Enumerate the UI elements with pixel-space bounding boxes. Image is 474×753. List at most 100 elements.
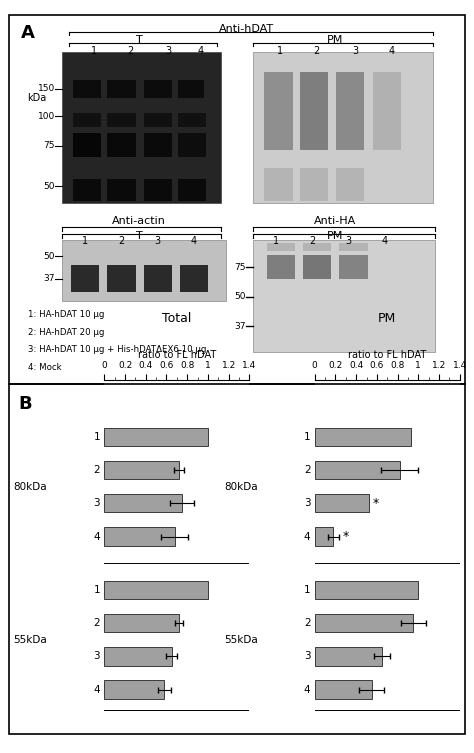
- X-axis label: ratio to FL hDAT: ratio to FL hDAT: [138, 350, 216, 360]
- Text: 4: 4: [382, 236, 388, 246]
- Text: 80kDa: 80kDa: [224, 482, 258, 492]
- Text: 3: 3: [304, 651, 310, 661]
- Bar: [73, 133, 101, 157]
- Text: Anti-actin: Anti-actin: [112, 216, 166, 226]
- Text: kDa: kDa: [27, 93, 46, 103]
- Bar: [104, 681, 164, 699]
- Text: 3: 3: [166, 47, 172, 56]
- Bar: [315, 581, 419, 599]
- Text: 4: 4: [191, 236, 197, 246]
- Text: 75: 75: [44, 142, 55, 151]
- Bar: [62, 239, 226, 300]
- Bar: [180, 264, 209, 292]
- Text: 4: 4: [93, 532, 100, 541]
- Text: 1: 1: [93, 431, 100, 442]
- Text: 37: 37: [44, 274, 55, 283]
- Bar: [339, 255, 368, 279]
- Bar: [104, 614, 179, 633]
- Text: 4: 4: [304, 684, 310, 694]
- Text: 37: 37: [235, 322, 246, 331]
- Text: *: *: [343, 530, 349, 543]
- Bar: [264, 168, 292, 201]
- Text: 75: 75: [235, 263, 246, 272]
- Bar: [104, 648, 172, 666]
- Bar: [336, 72, 365, 150]
- Bar: [144, 80, 172, 98]
- Text: Anti-hDAT: Anti-hDAT: [219, 24, 273, 35]
- Bar: [62, 52, 221, 203]
- Bar: [336, 168, 365, 201]
- Text: 1: HA-hDAT 10 μg: 1: HA-hDAT 10 μg: [27, 309, 104, 319]
- Bar: [107, 113, 136, 127]
- Bar: [253, 239, 435, 352]
- Bar: [178, 113, 206, 127]
- Text: 4: 4: [93, 684, 100, 694]
- Text: 100: 100: [38, 112, 55, 121]
- Text: 2: 2: [304, 465, 310, 475]
- Bar: [104, 494, 182, 513]
- Text: 2: 2: [304, 618, 310, 628]
- Text: 2: 2: [118, 236, 124, 246]
- Bar: [315, 428, 411, 446]
- Text: 4: 4: [304, 532, 310, 541]
- Bar: [178, 179, 206, 201]
- Bar: [300, 168, 328, 201]
- Bar: [315, 494, 369, 513]
- Bar: [178, 133, 206, 157]
- Text: 3: 3: [352, 47, 358, 56]
- Text: 3: 3: [346, 236, 352, 246]
- Bar: [73, 113, 101, 127]
- Bar: [107, 133, 136, 157]
- Bar: [144, 264, 172, 292]
- Bar: [178, 80, 204, 98]
- Text: 50: 50: [44, 182, 55, 191]
- FancyBboxPatch shape: [9, 15, 465, 383]
- Bar: [373, 72, 401, 150]
- Bar: [104, 527, 175, 546]
- Text: 4: 4: [389, 47, 395, 56]
- Bar: [144, 133, 172, 157]
- Text: PM: PM: [327, 230, 343, 241]
- Bar: [73, 179, 101, 201]
- Text: 80kDa: 80kDa: [14, 482, 47, 492]
- Text: 3: 3: [93, 651, 100, 661]
- Bar: [264, 72, 292, 150]
- Text: 4: Mock: 4: Mock: [27, 363, 61, 372]
- Text: 1: 1: [82, 236, 88, 246]
- Text: B: B: [18, 395, 32, 413]
- Text: 50: 50: [235, 292, 246, 301]
- Bar: [144, 179, 172, 201]
- Text: 1: 1: [273, 236, 279, 246]
- Bar: [266, 255, 295, 279]
- Text: 1: 1: [304, 585, 310, 595]
- Text: 1: 1: [93, 585, 100, 595]
- Bar: [315, 648, 382, 666]
- Bar: [107, 264, 136, 292]
- Text: A: A: [21, 24, 35, 42]
- Text: 2: 2: [93, 465, 100, 475]
- Text: 150: 150: [38, 84, 55, 93]
- Text: 3: 3: [304, 498, 310, 508]
- Bar: [107, 179, 136, 201]
- Bar: [315, 614, 413, 633]
- Text: T: T: [136, 35, 143, 45]
- Bar: [104, 428, 208, 446]
- Bar: [73, 80, 101, 98]
- Bar: [253, 52, 433, 203]
- Text: PM: PM: [327, 35, 343, 45]
- Text: 2: HA-hDAT 20 μg: 2: HA-hDAT 20 μg: [27, 328, 104, 337]
- X-axis label: ratio to FL hDAT: ratio to FL hDAT: [348, 350, 426, 360]
- Title: Total: Total: [162, 312, 191, 325]
- Text: 1: 1: [91, 47, 97, 56]
- Text: *: *: [373, 497, 379, 510]
- Text: Anti-HA: Anti-HA: [314, 216, 356, 226]
- Bar: [339, 242, 368, 251]
- Bar: [303, 255, 331, 279]
- Bar: [315, 681, 372, 699]
- Bar: [315, 461, 400, 479]
- Bar: [300, 72, 328, 150]
- Text: 55kDa: 55kDa: [224, 635, 258, 645]
- Bar: [104, 581, 208, 599]
- Text: 50: 50: [44, 252, 55, 261]
- Bar: [107, 80, 136, 98]
